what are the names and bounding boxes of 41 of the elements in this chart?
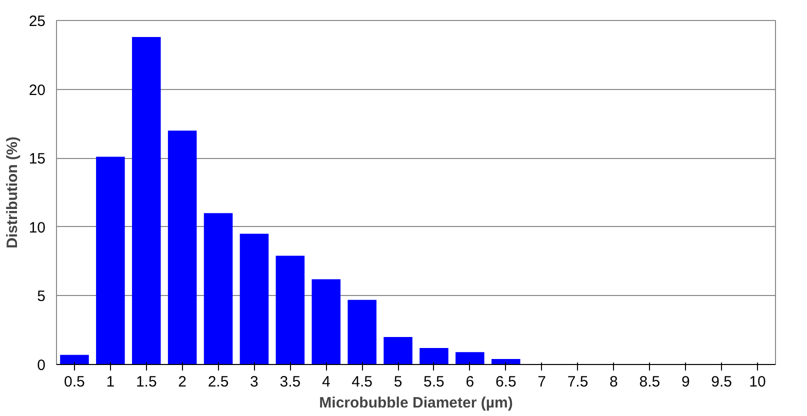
x-tick-label: 2 — [178, 374, 186, 390]
x-tick-label: 8 — [610, 374, 618, 390]
x-tick-label: 2.5 — [208, 374, 229, 390]
y-tick-label: 0 — [37, 357, 46, 374]
bar — [456, 352, 484, 364]
y-tick-label: 25 — [28, 13, 46, 30]
y-tick-label: 20 — [28, 82, 46, 99]
bar — [384, 336, 412, 364]
x-tick-label: 9.5 — [711, 374, 732, 390]
x-tick-label: 10 — [749, 374, 766, 390]
bar — [132, 37, 161, 364]
bar — [60, 354, 89, 364]
x-tick-label: 3 — [250, 374, 258, 390]
x-tick-label: 1 — [106, 374, 115, 390]
y-tick-label: 15 — [28, 150, 46, 168]
bar — [168, 130, 197, 364]
x-tick-label: 6.5 — [495, 374, 516, 390]
bar — [491, 358, 520, 364]
bar — [96, 156, 125, 364]
x-tick-label: 5 — [394, 374, 402, 390]
x-tick-label: 1.5 — [136, 374, 157, 390]
y-tick-label: 5 — [37, 288, 46, 306]
bar — [276, 256, 305, 364]
x-axis-title: Microbubble Diameter (µm) — [319, 394, 513, 412]
bar — [240, 234, 269, 364]
x-tick-label: 9 — [681, 374, 690, 390]
x-tick-label: 8.5 — [639, 374, 660, 390]
x-tick-label: 6 — [466, 374, 474, 390]
x-tick-label: 7.5 — [567, 374, 588, 390]
bar — [420, 348, 448, 364]
bar — [204, 213, 233, 364]
x-tick-label: 7 — [538, 374, 546, 390]
x-tick-label: 4.5 — [352, 374, 373, 390]
bar — [312, 279, 341, 364]
x-tick-label: 4 — [322, 374, 330, 390]
x-tick-label: 0.5 — [64, 374, 85, 390]
x-tick-label: 5.5 — [424, 374, 444, 390]
bar — [348, 300, 376, 364]
y-tick-label: 10 — [28, 219, 46, 236]
y-axis-title: Distribution (%) — [4, 136, 21, 248]
x-tick-label: 3.5 — [280, 374, 301, 390]
